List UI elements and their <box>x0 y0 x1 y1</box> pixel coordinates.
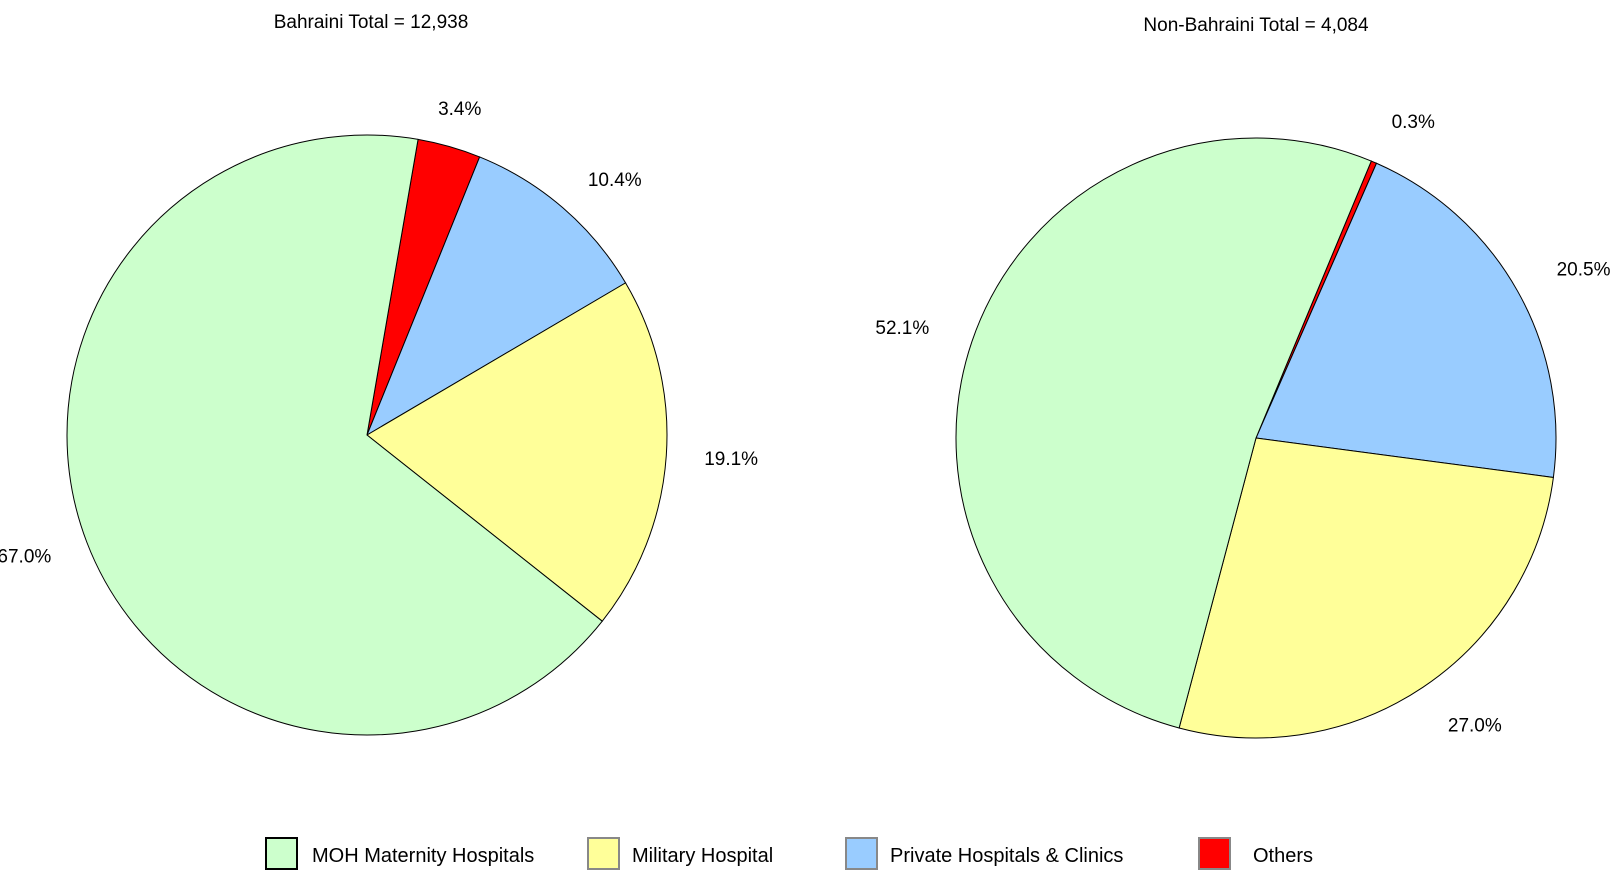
legend-label: Military Hospital <box>632 845 773 867</box>
legend-swatch <box>587 837 620 870</box>
pie-non-bahraini: 0.3% 20.5% 27.0% 52.1% <box>875 112 1611 739</box>
legend: MOH Maternity Hospitals Military Hospital… <box>265 837 1313 870</box>
slice-label: 0.3% <box>1392 112 1435 133</box>
pie-title-bahraini: Bahraini Total = 12,938 <box>274 12 469 33</box>
slice-label: 67.0% <box>0 547 51 568</box>
legend-swatch <box>845 837 878 870</box>
pie-slice-moh-maternity-hospitals <box>955 137 1372 729</box>
slice-label: 52.1% <box>875 318 929 339</box>
legend-swatch <box>1198 837 1231 870</box>
legend-label: Others <box>1253 845 1313 867</box>
slice-label: 27.0% <box>1448 716 1502 737</box>
legend-label: Private Hospitals & Clinics <box>890 845 1123 867</box>
slice-label: 19.1% <box>704 449 758 470</box>
slice-label: 10.4% <box>588 170 642 191</box>
pie-slice-private-hospitals-clinics <box>1255 162 1557 479</box>
pie-title-non-bahraini: Non-Bahraini Total = 4,084 <box>1143 15 1369 36</box>
slice-label: 20.5% <box>1557 260 1611 281</box>
pie-slice-private-hospitals-clinics <box>365 156 627 437</box>
pie-slice-military-hospital <box>366 282 668 622</box>
legend-label: MOH Maternity Hospitals <box>312 845 534 867</box>
slice-label: 3.4% <box>438 99 481 120</box>
pie-slice-military-hospital <box>1178 437 1554 739</box>
legend-swatch <box>265 837 298 870</box>
pie-bahraini: 3.4% 10.4% 19.1% 67.0% <box>0 99 758 736</box>
pie-slice-moh-maternity-hospitals <box>66 134 603 736</box>
